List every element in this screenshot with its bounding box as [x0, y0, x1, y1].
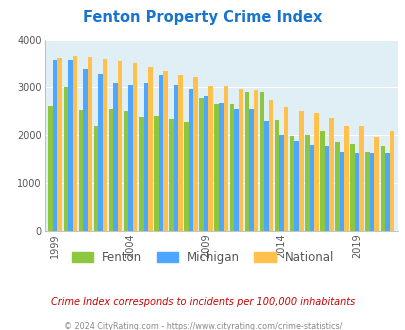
Bar: [373, 137, 378, 231]
Bar: [68, 60, 72, 231]
Bar: [94, 126, 98, 231]
Bar: [83, 69, 87, 231]
Bar: [102, 59, 107, 231]
Bar: [343, 126, 348, 231]
Bar: [354, 153, 358, 231]
Bar: [143, 83, 148, 231]
Bar: [48, 106, 53, 231]
Bar: [294, 141, 298, 231]
Bar: [324, 146, 328, 231]
Bar: [133, 63, 137, 231]
Bar: [169, 118, 173, 231]
Bar: [309, 145, 313, 231]
Bar: [184, 122, 188, 231]
Bar: [188, 89, 193, 231]
Bar: [148, 67, 152, 231]
Bar: [244, 92, 249, 231]
Bar: [289, 136, 294, 231]
Bar: [238, 89, 243, 231]
Bar: [98, 74, 102, 231]
Bar: [313, 113, 318, 231]
Bar: [279, 135, 283, 231]
Bar: [113, 83, 117, 231]
Bar: [203, 96, 208, 231]
Bar: [379, 146, 384, 231]
Bar: [320, 131, 324, 231]
Bar: [304, 135, 309, 231]
Bar: [264, 121, 268, 231]
Bar: [259, 92, 264, 231]
Legend: Fenton, Michigan, National: Fenton, Michigan, National: [67, 246, 338, 269]
Bar: [234, 109, 238, 231]
Bar: [350, 144, 354, 231]
Bar: [178, 75, 182, 231]
Bar: [389, 130, 393, 231]
Bar: [53, 60, 58, 231]
Bar: [208, 85, 213, 231]
Bar: [229, 104, 234, 231]
Bar: [124, 112, 128, 231]
Bar: [328, 118, 333, 231]
Text: Fenton Property Crime Index: Fenton Property Crime Index: [83, 10, 322, 25]
Bar: [72, 56, 77, 231]
Bar: [369, 153, 373, 231]
Bar: [63, 87, 68, 231]
Bar: [298, 112, 303, 231]
Bar: [335, 143, 339, 231]
Text: © 2024 CityRating.com - https://www.cityrating.com/crime-statistics/: © 2024 CityRating.com - https://www.city…: [64, 322, 341, 330]
Bar: [274, 120, 279, 231]
Bar: [339, 152, 343, 231]
Bar: [193, 77, 197, 231]
Bar: [223, 85, 228, 231]
Bar: [79, 110, 83, 231]
Bar: [117, 61, 122, 231]
Bar: [268, 100, 273, 231]
Bar: [87, 57, 92, 231]
Bar: [139, 117, 143, 231]
Bar: [283, 107, 288, 231]
Bar: [214, 104, 218, 231]
Text: Crime Index corresponds to incidents per 100,000 inhabitants: Crime Index corresponds to incidents per…: [51, 297, 354, 307]
Bar: [253, 90, 258, 231]
Bar: [364, 152, 369, 231]
Bar: [173, 84, 178, 231]
Bar: [154, 116, 158, 231]
Bar: [158, 76, 163, 231]
Bar: [109, 109, 113, 231]
Bar: [358, 126, 363, 231]
Bar: [199, 98, 203, 231]
Bar: [384, 153, 389, 231]
Bar: [58, 58, 62, 231]
Bar: [128, 84, 132, 231]
Bar: [218, 103, 223, 231]
Bar: [163, 71, 167, 231]
Bar: [249, 110, 253, 231]
